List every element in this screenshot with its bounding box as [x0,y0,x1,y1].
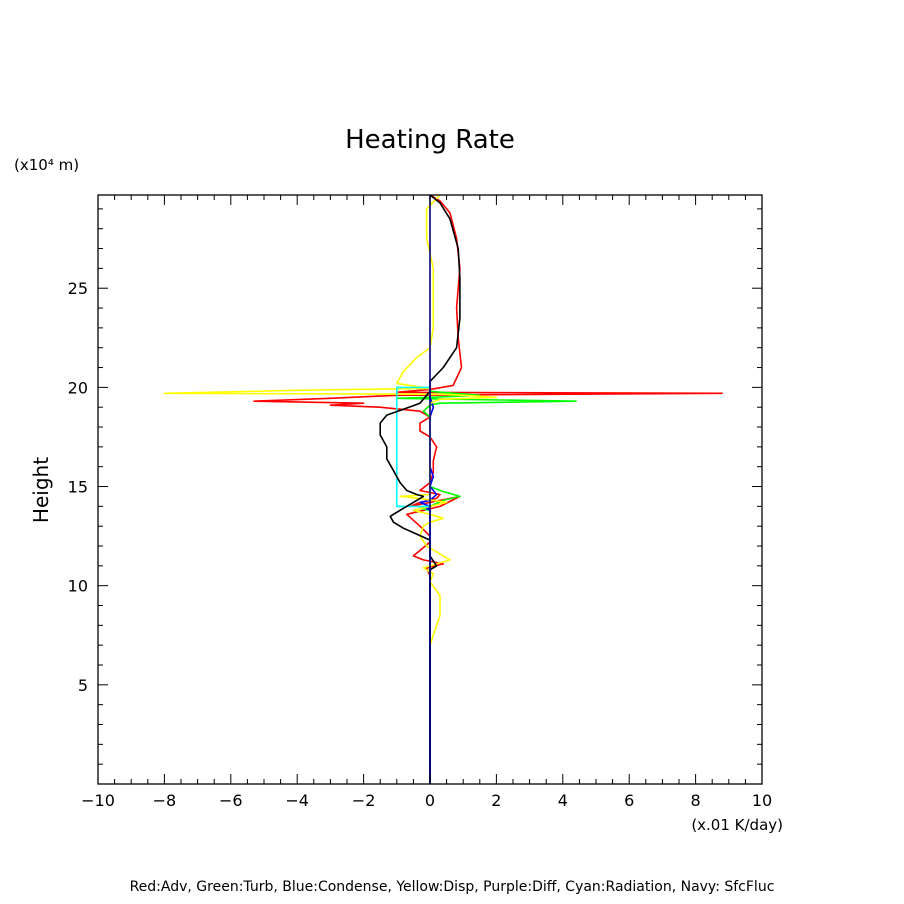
x-tick-label: 0 [425,791,435,810]
x-tick-label: −4 [285,791,309,810]
y-tick-label: 25 [68,279,88,298]
y-tick-label: 15 [68,478,88,497]
series-line-total [379,194,461,784]
x-tick-label: −10 [81,791,115,810]
x-tick-label: −8 [153,791,177,810]
series-line-condense [419,387,438,784]
y-tick-label: 10 [68,577,88,596]
series-layer [163,194,723,784]
y-axis-title: Height [29,457,53,523]
x-tick-label: 4 [558,791,568,810]
x-tick-label: −6 [219,791,243,810]
chart-caption: Red:Adv, Green:Turb, Blue:Condense, Yell… [130,879,775,895]
x-tick-label: 10 [752,791,772,810]
series-line-adv [253,194,723,606]
x-tick-label: 8 [691,791,701,810]
x-tick-label: 2 [491,791,501,810]
x-axis-unit: (x.01 K/day) [691,816,783,834]
axes-layer: −10 −8 −6 −4 −2 0 2 4 6 8 10 5 10 15 20 25 [68,194,772,810]
x-tick-label: −2 [352,791,376,810]
x-tick-label: 6 [624,791,634,810]
y-tick-label: 5 [78,676,88,695]
series-line-radiation [396,386,430,508]
chart-title: Heating Rate [345,125,515,155]
y-tick-label: 20 [68,378,88,397]
y-axis-unit: (x10⁴ m) [14,156,79,174]
